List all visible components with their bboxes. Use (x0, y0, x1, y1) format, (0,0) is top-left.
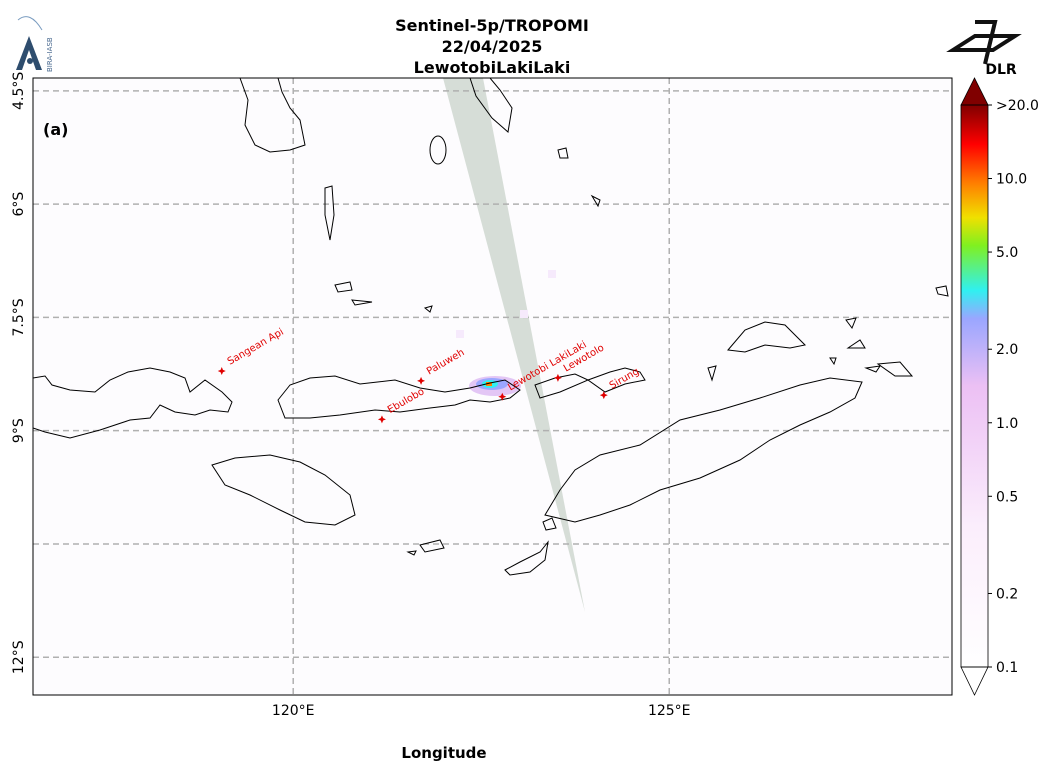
coastlines (33, 78, 949, 576)
volcano-marker (377, 415, 386, 424)
dlr-logo: DLR (946, 20, 1022, 78)
y-tick-label: 4.5°S (11, 72, 27, 110)
colorbar-tick-label: 0.2 (996, 586, 1018, 602)
y-tick-label: 6°S (11, 192, 27, 217)
colorbar-tick-label: >20.0 (996, 98, 1039, 114)
colorbar-extend-min (960, 666, 989, 696)
colorbar-tick-label: 1.0 (996, 416, 1018, 432)
colorbar-extend-max (960, 77, 989, 106)
logo-text: BIRA-IASB (46, 37, 54, 72)
colorbar-tick-label: 2.0 (996, 342, 1018, 358)
map-frame (32, 77, 953, 696)
volcano-marker (417, 376, 426, 385)
volcano-marker (553, 373, 562, 382)
title-line: Sentinel-5p/TROPOMI (395, 16, 589, 35)
x-axis-label: Longitude (401, 744, 486, 762)
satellite-swath (443, 78, 585, 612)
colorbar-fill (961, 105, 988, 667)
grid (33, 78, 952, 695)
title-line: 22/04/2025 (442, 37, 543, 56)
logo-text: DLR (985, 62, 1017, 78)
x-tick-label: 125°E (648, 703, 691, 719)
volcano-marker (217, 367, 226, 376)
colorbar-tick-label: 0.5 (996, 489, 1018, 505)
colorbar-frame (960, 104, 989, 668)
title-line: LewotobiLakiLaki (414, 58, 571, 77)
colorbar-tick-label: 0.1 (996, 660, 1018, 676)
panel-label: (a) (43, 120, 68, 139)
x-tick-label: 120°E (272, 703, 315, 719)
volcano-marker (498, 392, 507, 401)
y-tick-label: 12°S (11, 640, 27, 674)
title-block: Sentinel-5p/TROPOMI 22/04/2025 LewotobiL… (395, 16, 589, 77)
y-tick-label: 7.5°S (11, 298, 27, 336)
colorbar: 0.1 0.2 0.5 1.0 2.0 5.0 10.0 >20.0 (960, 77, 1039, 696)
colorbar-tick-label: 5.0 (996, 245, 1018, 261)
colorbar-tick-label: 10.0 (996, 172, 1027, 188)
volcano-marker (599, 391, 608, 400)
bira-logo: BIRA-IASB (16, 16, 54, 72)
y-tick-label: 9°S (11, 418, 27, 443)
axes: 120°E 125°E 4.5°S 6°S 7.5°S 9°S 12°S (11, 72, 691, 719)
